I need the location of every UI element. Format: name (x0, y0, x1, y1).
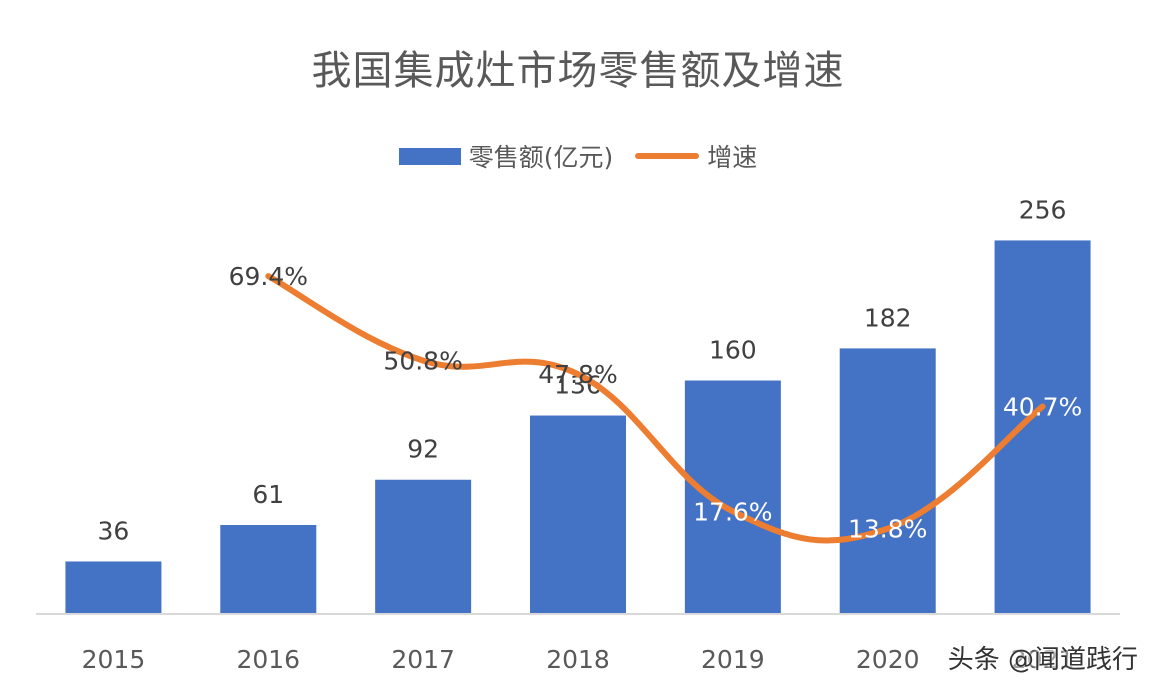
x-tick-2016: 2016 (236, 645, 300, 674)
legend-item-growth: 增速 (635, 138, 757, 174)
growth-label-2018: 47.8% (538, 360, 617, 389)
legend-swatch-line (635, 153, 700, 159)
legend-label-growth: 增速 (707, 143, 758, 172)
bar-label-2019: 160 (709, 336, 757, 365)
growth-label-2016: 69.4% (229, 262, 308, 291)
chart-title: 我国集成灶市场零售额及增速 (311, 48, 845, 94)
x-tick-2015: 2015 (82, 645, 146, 674)
bar-label-2016: 61 (252, 480, 284, 509)
bar-label-2021: 256 (1019, 195, 1067, 224)
bar-2016 (220, 524, 317, 614)
bar-2021 (994, 240, 1091, 614)
bar-2017 (375, 479, 472, 614)
bar-label-2015: 36 (98, 516, 130, 545)
growth-line (265, 273, 1046, 544)
x-tick-2018: 2018 (546, 645, 610, 674)
bar-label-2020: 182 (864, 303, 912, 332)
legend-item-retail-sales: 零售额(亿元) (398, 138, 614, 174)
x-tick-2017: 2017 (391, 645, 455, 674)
growth-label-2017: 50.8% (383, 347, 462, 376)
watermark: 头条 @闻道践行 (947, 645, 1138, 675)
bar-2019 (684, 380, 781, 614)
chart-legend: 零售额(亿元) 增速 (0, 138, 1156, 174)
bar-2020 (839, 348, 936, 614)
growth-label-2019: 17.6% (693, 497, 772, 526)
x-tick-2020: 2020 (856, 645, 920, 674)
legend-label-retail-sales: 零售额(亿元) (468, 143, 614, 172)
x-tick-2019: 2019 (701, 645, 765, 674)
growth-label-2021: 40.7% (1003, 392, 1082, 421)
bar-label-2017: 92 (407, 435, 439, 464)
legend-swatch-bar (398, 147, 461, 165)
x-tick-2021: 2021 (1011, 645, 1075, 674)
growth-label-2020: 13.8% (848, 515, 927, 544)
bar-2018 (530, 415, 626, 614)
bar-2015 (65, 561, 162, 614)
